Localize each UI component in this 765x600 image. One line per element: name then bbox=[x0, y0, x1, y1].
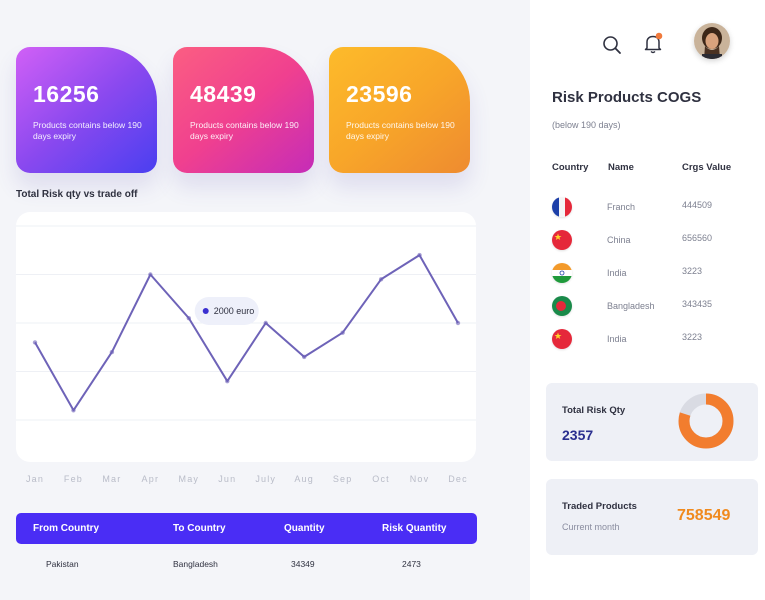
traded-value: 758549 bbox=[677, 507, 731, 524]
data-point bbox=[263, 320, 268, 326]
total-risk-value: 2357 bbox=[562, 427, 594, 443]
x-tick-label: Dec bbox=[448, 474, 468, 484]
x-tick-label: Nov bbox=[410, 474, 430, 484]
country-row[interactable]: Franch 444509 bbox=[530, 197, 765, 219]
total-risk-label: Total Risk Qty bbox=[562, 405, 626, 416]
data-point bbox=[455, 320, 461, 326]
bell-icon[interactable] bbox=[642, 32, 664, 54]
stat-subtitle: Products contains below 190 days expiry bbox=[190, 120, 299, 141]
search-icon[interactable] bbox=[601, 34, 623, 56]
x-tick-label: May bbox=[179, 474, 200, 484]
cell-quantity: 34349 bbox=[291, 559, 315, 569]
header-country: Country bbox=[552, 162, 589, 173]
country-value: 444509 bbox=[682, 200, 713, 210]
data-point bbox=[109, 349, 115, 355]
stat-subtitle: Products contains below 190 days expiry bbox=[33, 120, 142, 141]
cell-to-country: Bangladesh bbox=[173, 559, 218, 569]
table-header: From Country To Country Quantity Risk Qu… bbox=[16, 513, 477, 544]
stat-value: 16256 bbox=[33, 81, 100, 107]
country-name: India bbox=[607, 334, 627, 344]
stat-card-1[interactable]: 16256 Products contains below 190 days e… bbox=[16, 47, 157, 173]
x-tick-label: Feb bbox=[64, 474, 83, 484]
line-chart[interactable]: Jan Feb Mar Apr May Jun July Aug Sep Oct Nov Dec 200… bbox=[0, 212, 530, 492]
side-title: Risk Products COGS bbox=[552, 89, 702, 106]
side-subtitle: (below 190 days) bbox=[552, 120, 621, 130]
table-row[interactable]: Pakistan Bangladesh 34349 2473 bbox=[16, 549, 477, 580]
avatar[interactable] bbox=[694, 23, 730, 59]
header-name: Name bbox=[608, 162, 634, 173]
tooltip-bubble bbox=[194, 297, 259, 325]
header-risk-quantity[interactable]: Risk Quantity bbox=[382, 523, 447, 534]
country-value: 3223 bbox=[682, 266, 703, 276]
country-name: Bangladesh bbox=[607, 301, 655, 311]
china-flag bbox=[552, 329, 572, 349]
china-flag bbox=[552, 230, 572, 250]
country-row[interactable]: China 656560 bbox=[530, 230, 765, 252]
tooltip-dot bbox=[202, 308, 209, 314]
right-sidebar: Risk Products COGS (below 190 days) Coun… bbox=[530, 0, 765, 600]
stat-card-3[interactable]: 23596 Products contains below 190 days e… bbox=[329, 47, 470, 173]
main-area: 16256 Products contains below 190 days e… bbox=[0, 47, 530, 580]
x-tick-label: Mar bbox=[102, 474, 121, 484]
data-point bbox=[417, 252, 422, 258]
series-line bbox=[34, 254, 459, 412]
data-point bbox=[148, 272, 153, 277]
chart-title: Total Risk qty vs trade off bbox=[16, 189, 138, 200]
x-tick-label: Jun bbox=[218, 474, 236, 484]
traded-label: Traded Products bbox=[562, 501, 637, 512]
header-value: Crgs Value bbox=[682, 162, 732, 173]
country-value: 343435 bbox=[682, 299, 713, 309]
traded-products-panel[interactable]: Traded Products Current month 758549 bbox=[546, 479, 758, 555]
country-name: China bbox=[607, 235, 631, 245]
data-point bbox=[378, 277, 384, 282]
data-point bbox=[71, 408, 76, 413]
x-tick-label: Sep bbox=[333, 474, 353, 484]
country-value: 3223 bbox=[682, 332, 703, 342]
notification-dot bbox=[655, 32, 663, 40]
x-tick-label: Aug bbox=[294, 474, 314, 484]
cell-from-country: Pakistan bbox=[46, 559, 79, 569]
country-name: Franch bbox=[607, 202, 636, 212]
bangladesh-flag bbox=[552, 296, 572, 316]
data-point bbox=[340, 330, 345, 335]
cell-risk-quantity: 2473 bbox=[402, 559, 421, 569]
country-row[interactable]: Bangladesh 343435 bbox=[530, 296, 765, 318]
country-name: India bbox=[607, 268, 627, 278]
donut-chart bbox=[678, 393, 734, 449]
header-to-country[interactable]: To Country bbox=[173, 523, 226, 534]
header-from-country[interactable]: From Country bbox=[33, 523, 100, 534]
total-risk-panel[interactable]: Total Risk Qty 2357 bbox=[546, 383, 758, 461]
country-value: 656560 bbox=[682, 233, 713, 243]
header-quantity[interactable]: Quantity bbox=[284, 523, 325, 534]
country-row[interactable]: India 3223 bbox=[530, 263, 765, 285]
donut-arc bbox=[678, 393, 734, 449]
x-tick-label: July bbox=[255, 474, 276, 484]
country-row[interactable]: India 3223 bbox=[530, 329, 765, 351]
x-tick-label: Oct bbox=[372, 474, 390, 484]
data-point bbox=[301, 354, 307, 360]
data-point bbox=[225, 379, 230, 384]
india-flag bbox=[552, 263, 572, 283]
stat-value: 23596 bbox=[346, 81, 413, 107]
traded-sub: Current month bbox=[562, 522, 620, 532]
stat-value: 48439 bbox=[190, 81, 257, 107]
data-point bbox=[32, 340, 38, 345]
tooltip-label: 2000 euro bbox=[214, 306, 255, 316]
data-point bbox=[186, 315, 192, 321]
france-flag bbox=[552, 197, 572, 217]
x-tick-label: Jan bbox=[26, 474, 44, 484]
x-tick-label: Apr bbox=[142, 474, 160, 484]
stat-card-2[interactable]: 48439 Products contains below 190 days e… bbox=[173, 47, 314, 173]
stat-subtitle: Products contains below 190 days expiry bbox=[346, 120, 455, 141]
